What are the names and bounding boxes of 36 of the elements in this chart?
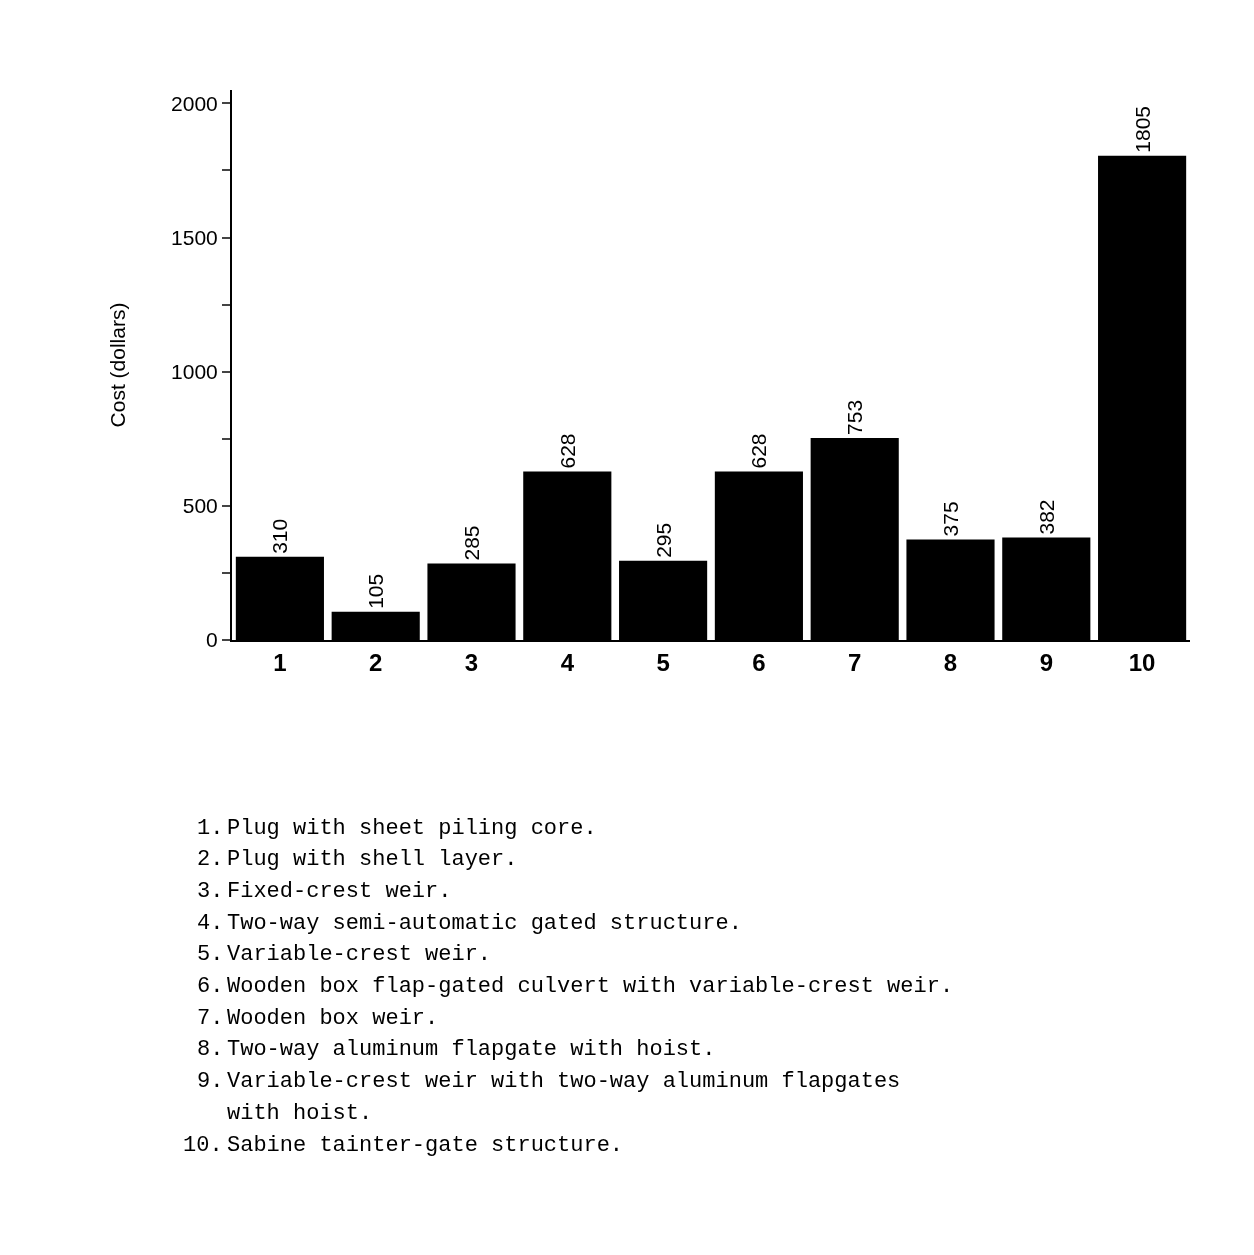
data-label: 375 [939, 501, 962, 537]
y-tick-label: 0 [206, 628, 218, 652]
text: 4. Two-way semi-automatic gated structure. [197, 911, 742, 936]
text: 9. Variable-crest weir with two-way aluminum flapgates with hoist. [197, 1069, 901, 1126]
data-label: 310 [268, 518, 292, 554]
x-tick-label: 7 [848, 648, 862, 676]
x-tick-label: 3 [464, 648, 479, 676]
data-label: 753 [843, 399, 867, 435]
y-tick-label: 500 [182, 494, 218, 518]
text: 8. Two-way aluminum flapgate with hoist. [197, 1037, 716, 1062]
x-tick-label: 10 [1128, 648, 1156, 676]
data-label: 1805 [1130, 106, 1154, 153]
x-tick-label: 1 [273, 648, 287, 676]
y-tick-label: 1000 [171, 360, 218, 384]
x-tick-label: 5 [656, 648, 670, 676]
data-label: 285 [460, 525, 483, 561]
x-tick-label: 6 [752, 648, 766, 676]
y-tick-label: 1500 [171, 225, 218, 249]
text: 7. Wooden box weir. [197, 1006, 439, 1031]
data-label: 628 [555, 433, 579, 469]
x-tick-label: 8 [943, 648, 958, 676]
data-label: 628 [747, 433, 771, 469]
x-tick-label: 2 [369, 648, 383, 676]
text: 3. Fixed-crest weir. [197, 879, 452, 904]
x-tick-label: 9 [1039, 648, 1053, 676]
text: 1. Plug with sheet piling core. [197, 816, 597, 841]
text: 10. Sabine tainter-gate structure. [183, 1133, 624, 1158]
data-label: 105 [364, 573, 388, 609]
text: 2. Plug with shell layer. [197, 847, 518, 872]
text: 6. Wooden box flap-gated culvert with variable-crest weir. [197, 974, 954, 999]
y-tick-label: 2000 [171, 91, 218, 115]
text: 5. Variable-crest weir. [197, 942, 492, 967]
data-label: 382 [1034, 499, 1058, 535]
x-tick-label: 4 [560, 648, 575, 676]
data-label: 295 [651, 522, 675, 558]
y-axis-title: Cost (dollars) [105, 302, 129, 428]
